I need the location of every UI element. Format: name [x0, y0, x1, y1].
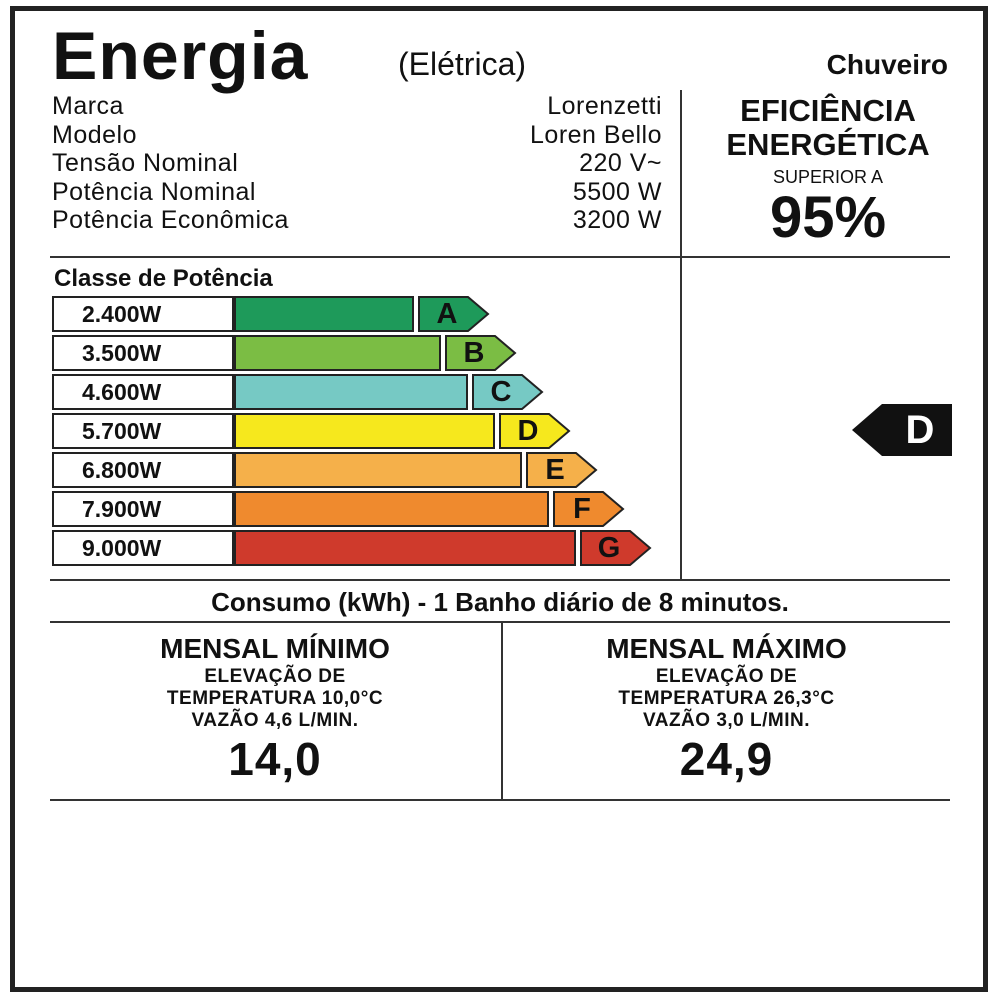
power-class-watts: 5.700W: [52, 413, 234, 449]
power-class-watts: 3.500W: [52, 335, 234, 371]
power-class-watts: 7.900W: [52, 491, 234, 527]
power-class-letter: B: [463, 337, 485, 369]
spec-label: Tensão Nominal: [52, 149, 239, 177]
power-class-bar: [234, 335, 441, 371]
spec-label: Marca: [52, 92, 124, 120]
spec-table: Marca Lorenzetti Modelo Loren Bello Tens…: [52, 92, 662, 235]
rated-class-indicator: D: [852, 404, 952, 456]
power-class-arrow: G: [580, 530, 652, 566]
label-subtitle: (Elétrica): [398, 46, 527, 82]
efficiency-title: EFICIÊNCIA: [740, 93, 916, 128]
rated-class-arrow: [852, 404, 952, 456]
power-class-bar: [234, 413, 495, 449]
efficiency-qualifier: SUPERIOR A: [772, 167, 884, 187]
consumption-maximum-value: 24,9: [679, 733, 774, 785]
spec-value: 3200 W: [572, 206, 662, 234]
consumption-detail: TEMPERATURA 26,3°C: [618, 688, 835, 709]
spec-row-marca: Marca Lorenzetti: [52, 92, 662, 121]
power-class-row-e: 6.800W E: [52, 452, 672, 488]
power-class-letter: E: [545, 454, 565, 486]
power-class-watts: 4.600W: [52, 374, 234, 410]
spec-label: Potência Nominal: [52, 177, 256, 206]
power-class-row-d: 5.700W D: [52, 413, 672, 449]
power-class-letter: F: [573, 493, 591, 525]
power-class-watts: 6.800W: [52, 452, 234, 488]
consumption-maximum-title: MENSAL MÁXIMO: [606, 633, 847, 664]
power-class-watts: 2.400W: [52, 296, 234, 332]
power-class-row-c: 4.600W C: [52, 374, 672, 410]
efficiency-box: EFICIÊNCIA ENERGÉTICA SUPERIOR A 95%: [698, 94, 958, 248]
spec-row-potencia-nominal: Potência Nominal 5500 W: [52, 178, 662, 207]
power-class-arrow: D: [499, 413, 571, 449]
power-class-bar: [234, 530, 576, 566]
power-class-arrow: E: [526, 452, 598, 488]
spec-row-potencia-economica: Potência Econômica 3200 W: [52, 206, 662, 235]
consumption-minimum-value: 14,0: [228, 733, 322, 785]
power-class-arrow: C: [472, 374, 544, 410]
divider-horizontal: [50, 579, 950, 581]
spec-value: 220 V~: [579, 149, 662, 177]
consumption-minimum-panel: MENSAL MÍNIMO ELEVAÇÃO DE TEMPERATURA 10…: [50, 632, 500, 786]
rated-class-letter: D: [905, 408, 935, 452]
power-class-letter: D: [517, 415, 539, 447]
spec-label: Potência Econômica: [52, 206, 289, 234]
power-class-row-b: 3.500W B: [52, 335, 672, 371]
power-class-bar: [234, 374, 468, 410]
efficiency-title: ENERGÉTICA: [726, 127, 930, 162]
divider-vertical: [501, 621, 503, 801]
consumption-minimum-title: MENSAL MÍNIMO: [160, 633, 390, 664]
spec-row-modelo: Modelo Loren Bello: [52, 121, 662, 150]
divider-horizontal: [50, 256, 950, 258]
spec-row-tensao: Tensão Nominal 220 V~: [52, 149, 662, 178]
power-class-row-a: 2.400W A: [52, 296, 672, 332]
power-class-watts: 9.000W: [52, 530, 234, 566]
power-class-title: Classe de Potência: [54, 265, 273, 292]
power-class-row-g: 9.000W G: [52, 530, 672, 566]
power-class-letter: C: [490, 376, 512, 408]
power-class-bar: [234, 491, 549, 527]
power-class-bar: [234, 452, 522, 488]
divider-horizontal: [50, 799, 950, 801]
power-class-letter: A: [436, 298, 458, 330]
consumption-detail: ELEVAÇÃO DE: [204, 666, 346, 687]
power-class-row-f: 7.900W F: [52, 491, 672, 527]
power-class-arrow: F: [553, 491, 625, 527]
product-category: Chuveiro: [826, 49, 948, 80]
spec-label: Modelo: [52, 120, 137, 149]
spec-value: Lorenzetti: [547, 92, 662, 120]
efficiency-value: 95%: [769, 185, 887, 250]
consumption-detail: VAZÃO 3,0 L/MIN.: [642, 710, 811, 731]
divider-vertical: [680, 90, 682, 580]
consumption-detail: TEMPERATURA 10,0°C: [166, 688, 384, 709]
power-class-arrow: B: [445, 335, 517, 371]
spec-value: 5500 W: [572, 177, 662, 206]
power-class-letter: G: [597, 532, 621, 564]
consumption-detail: VAZÃO 4,6 L/MIN.: [191, 710, 359, 731]
divider-horizontal: [50, 621, 950, 623]
spec-value: Loren Bello: [530, 120, 662, 149]
consumption-maximum-panel: MENSAL MÁXIMO ELEVAÇÃO DE TEMPERATURA 26…: [503, 632, 950, 786]
label-title: Energia: [52, 18, 309, 94]
consumption-detail: ELEVAÇÃO DE: [655, 666, 798, 687]
consumption-header: Consumo (kWh) - 1 Banho diário de 8 minu…: [211, 587, 789, 617]
power-class-bar: [234, 296, 414, 332]
power-class-arrow: A: [418, 296, 490, 332]
